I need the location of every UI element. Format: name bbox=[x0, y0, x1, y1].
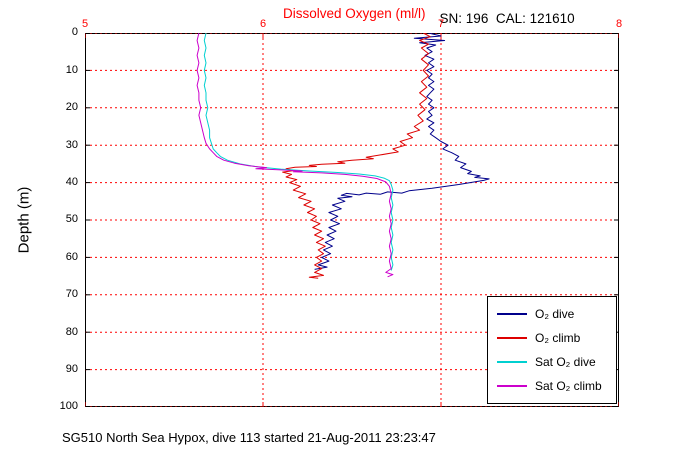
plot-area: O₂ dive O₂ climb Sat O₂ dive Sat O₂ clim… bbox=[85, 33, 619, 407]
y-tick-label: 30 bbox=[65, 139, 78, 151]
legend-entry: O₂ climb bbox=[488, 331, 616, 345]
x-tick-label: 7 bbox=[437, 18, 445, 30]
legend-label: O₂ dive bbox=[535, 307, 575, 321]
y-tick-label: 90 bbox=[65, 363, 78, 375]
legend-line-o2-climb bbox=[497, 337, 527, 339]
y-tick-label: 80 bbox=[65, 326, 78, 338]
legend-line-sat-o2-dive bbox=[497, 361, 527, 363]
legend-label: Sat O₂ climb bbox=[535, 379, 602, 393]
y-tick-label: 20 bbox=[65, 101, 78, 113]
x-tick-label: 5 bbox=[81, 18, 89, 30]
y-tick-label: 100 bbox=[59, 400, 78, 412]
y-tick-label: 40 bbox=[65, 176, 78, 188]
x-tick-label: 6 bbox=[259, 18, 267, 30]
figure-caption: SG510 North Sea Hypox, dive 113 started … bbox=[62, 430, 436, 445]
legend-line-o2-dive bbox=[497, 313, 527, 315]
chart-title: Dissolved Oxygen (ml/l) bbox=[283, 6, 426, 21]
legend-entry: O₂ dive bbox=[488, 307, 616, 321]
legend-label: Sat O₂ dive bbox=[535, 355, 596, 369]
y-tick-label: 50 bbox=[65, 213, 78, 225]
sensor-calibration-info: SN: 196 CAL: 121610 bbox=[439, 11, 575, 26]
legend-line-sat-o2-climb bbox=[497, 385, 527, 387]
y-tick-label: 10 bbox=[65, 64, 78, 76]
y-tick-label: 60 bbox=[65, 251, 78, 263]
legend-entry: Sat O₂ dive bbox=[488, 355, 616, 369]
y-tick-label: 70 bbox=[65, 288, 78, 300]
y-axis-label: Depth (m) bbox=[15, 186, 33, 254]
legend-entry: Sat O₂ climb bbox=[488, 379, 616, 393]
legend: O₂ dive O₂ climb Sat O₂ dive Sat O₂ clim… bbox=[487, 296, 617, 404]
y-tick-label: 0 bbox=[71, 26, 78, 38]
legend-label: O₂ climb bbox=[535, 331, 581, 345]
chart-title-row: Dissolved Oxygen (ml/l) SN: 196 CAL: 1216… bbox=[283, 5, 575, 26]
x-tick-label: 8 bbox=[615, 18, 623, 30]
